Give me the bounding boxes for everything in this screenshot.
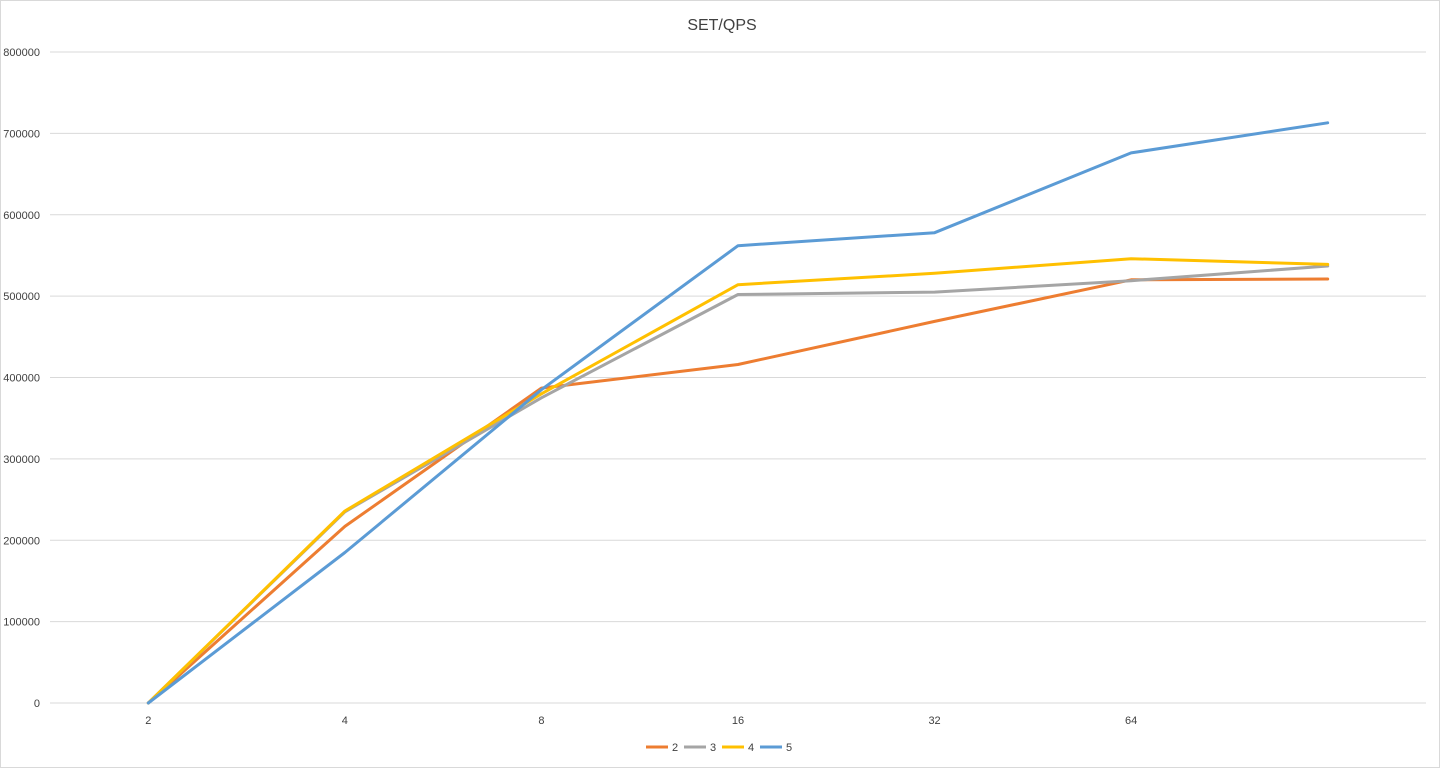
y-axis: 0 100000 200000 300000 400000 500000 600000 700… (3, 47, 40, 710)
x-tick-label: 64 (1125, 715, 1137, 727)
x-tick-label: 16 (732, 715, 744, 727)
series-line-2 (146, 277, 1330, 705)
series-line-4 (146, 257, 1330, 705)
y-tick-label: 0 (34, 698, 40, 710)
y-tick-label: 500000 (3, 291, 40, 303)
y-tick-label: 800000 (3, 47, 40, 59)
series-line-5 (146, 121, 1330, 705)
series-lines (146, 121, 1330, 705)
legend-label: 5 (786, 742, 792, 754)
x-axis: 2 4 8 16 32 64 (145, 715, 1137, 727)
legend-label: 4 (748, 742, 754, 754)
legend-item-3: 3 (684, 742, 716, 754)
x-tick-label: 4 (342, 715, 348, 727)
y-tick-label: 600000 (3, 210, 40, 222)
chart-title: SET/QPS (687, 17, 756, 34)
y-tick-label: 300000 (3, 454, 40, 466)
legend-item-5: 5 (760, 742, 792, 754)
y-tick-label: 200000 (3, 535, 40, 547)
x-tick-label: 8 (538, 715, 544, 727)
x-tick-label: 32 (928, 715, 940, 727)
legend-item-4: 4 (722, 742, 754, 754)
legend-label: 2 (672, 742, 678, 754)
series-line-3 (146, 264, 1330, 705)
y-tick-label: 400000 (3, 373, 40, 385)
y-tick-label: 100000 (3, 617, 40, 629)
legend-label: 3 (710, 742, 716, 754)
legend: 2 3 4 5 (646, 742, 792, 754)
x-tick-label: 2 (145, 715, 151, 727)
y-tick-label: 700000 (3, 128, 40, 140)
legend-item-2: 2 (646, 742, 678, 754)
